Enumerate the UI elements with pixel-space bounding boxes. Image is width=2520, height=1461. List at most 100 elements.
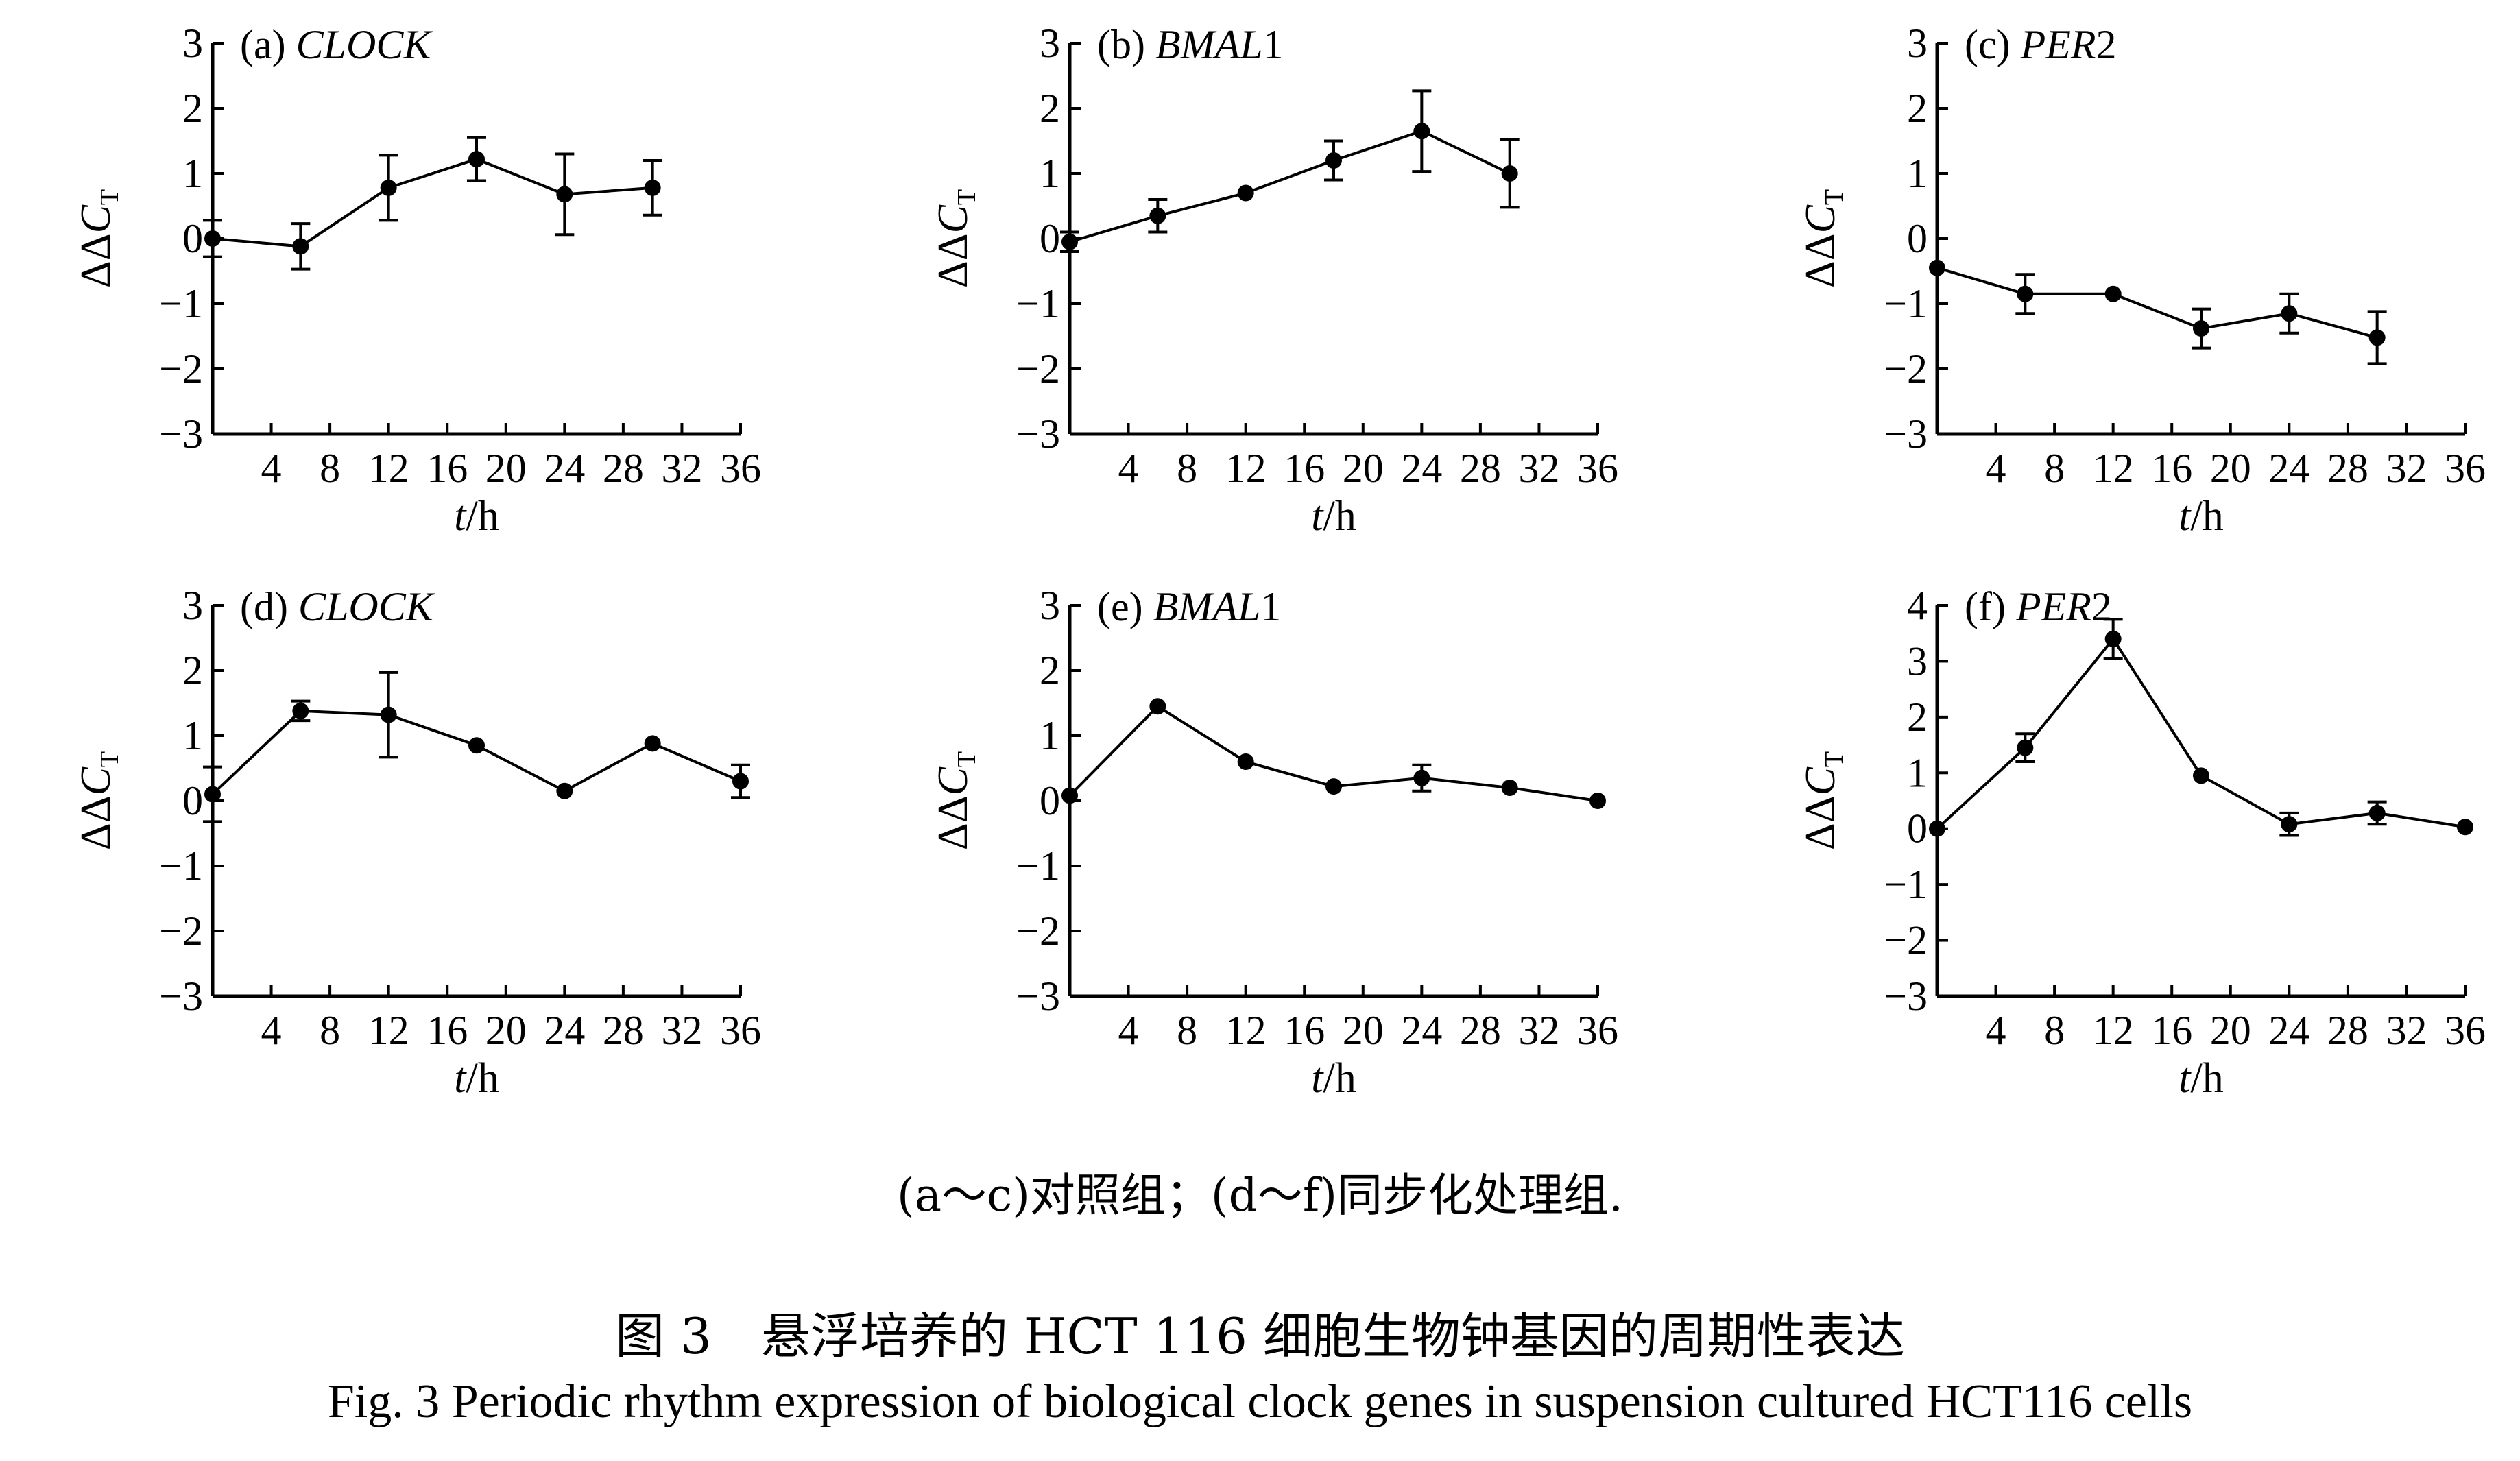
panel-gene-suffix: 2 bbox=[2091, 584, 2112, 629]
x-axis-title-unit: /h bbox=[466, 493, 499, 540]
x-tick-label: 32 bbox=[1518, 1008, 1559, 1053]
data-point bbox=[732, 773, 749, 790]
x-axis-title-unit: /h bbox=[1323, 493, 1356, 540]
y-axis-title-subscript: T bbox=[952, 189, 981, 205]
x-tick-label: 36 bbox=[1577, 1008, 1618, 1053]
data-point bbox=[1237, 753, 1254, 770]
y-axis-title: ΔΔCT bbox=[73, 751, 124, 850]
y-tick-label: −2 bbox=[1884, 918, 1928, 963]
y-tick-label: 0 bbox=[1907, 806, 1928, 852]
data-point bbox=[1929, 259, 1945, 276]
panel-gene: BMAL bbox=[1155, 22, 1263, 67]
y-axis-title-var: C bbox=[73, 204, 119, 233]
x-axis-title-var: t bbox=[1311, 1055, 1324, 1102]
x-tick-label: 12 bbox=[1225, 446, 1267, 491]
x-axis-title: t/h bbox=[1311, 1055, 1356, 1102]
y-tick-label: −3 bbox=[159, 974, 203, 1019]
y-tick-label: −2 bbox=[1884, 346, 1928, 391]
x-tick-label: 36 bbox=[2445, 446, 2486, 491]
x-axis-title-var: t bbox=[1311, 493, 1324, 540]
y-tick-label: 0 bbox=[1040, 216, 1060, 261]
y-axis-title-var: C bbox=[930, 204, 976, 233]
y-axis-title-subscript: T bbox=[952, 751, 981, 767]
x-tick-label: 24 bbox=[2268, 1008, 2309, 1053]
panel-gene: CLOCK bbox=[298, 584, 435, 629]
x-axis-title-var: t bbox=[2179, 1055, 2192, 1102]
x-tick-label: 16 bbox=[1284, 1008, 1325, 1053]
panel-gene: PER bbox=[2020, 22, 2096, 67]
figure-title-english: Fig. 3 Periodic rhythm expression of bio… bbox=[327, 1375, 2193, 1428]
x-axis-title-unit: /h bbox=[2191, 1055, 2224, 1102]
y-axis-title-subscript: T bbox=[95, 189, 124, 205]
x-tick-label: 8 bbox=[320, 1008, 340, 1053]
y-axis-title-main: ΔΔ bbox=[73, 233, 119, 288]
x-tick-label: 12 bbox=[2093, 1008, 2134, 1053]
series-line bbox=[1069, 130, 1511, 243]
x-axis-title-var: t bbox=[2179, 493, 2192, 540]
data-point bbox=[204, 786, 221, 803]
x-tick-label: 4 bbox=[1118, 446, 1139, 491]
x-tick-label: 28 bbox=[1460, 446, 1501, 491]
x-tick-label: 28 bbox=[1460, 1008, 1501, 1053]
y-tick-label: −1 bbox=[159, 281, 203, 326]
y-tick-label: −3 bbox=[1884, 974, 1928, 1019]
y-axis-title: ΔΔCT bbox=[930, 751, 981, 850]
data-point bbox=[1413, 123, 1430, 140]
panel-title: (d) CLOCK bbox=[240, 584, 435, 629]
y-axis-title: ΔΔCT bbox=[930, 189, 981, 288]
x-tick-label: 4 bbox=[1986, 446, 2006, 491]
y-axis-title: ΔΔCT bbox=[73, 189, 124, 288]
y-axis-title-subscript: T bbox=[1820, 751, 1849, 767]
y-tick-label: 3 bbox=[182, 21, 203, 66]
y-tick-label: −2 bbox=[1016, 346, 1060, 391]
x-tick-label: 8 bbox=[2044, 446, 2065, 491]
x-tick-label: 16 bbox=[427, 1008, 468, 1053]
x-axis-title-unit: /h bbox=[466, 1055, 499, 1102]
y-tick-label: 0 bbox=[1907, 216, 1928, 261]
y-tick-label: 2 bbox=[182, 648, 203, 693]
y-axis-title-subscript: T bbox=[95, 751, 124, 767]
x-axis-title: t/h bbox=[454, 1055, 499, 1102]
panel-id: (d) bbox=[240, 584, 298, 629]
x-tick-label: 24 bbox=[544, 446, 585, 491]
x-tick-label: 8 bbox=[1177, 1008, 1197, 1053]
series-line bbox=[212, 157, 653, 248]
y-axis-title-main: ΔΔ bbox=[930, 233, 976, 288]
data-point bbox=[1325, 152, 1342, 169]
y-tick-label: 2 bbox=[182, 86, 203, 131]
x-tick-label: 28 bbox=[2327, 1008, 2368, 1053]
y-tick-label: 1 bbox=[1907, 750, 1928, 795]
data-point bbox=[468, 737, 485, 754]
y-axis-title: ΔΔCT bbox=[1797, 751, 1849, 850]
x-tick-label: 20 bbox=[485, 1008, 527, 1053]
x-axis-title: t/h bbox=[2179, 493, 2223, 540]
panel-title: (c) PER2 bbox=[1965, 22, 2117, 67]
y-tick-label: −3 bbox=[1016, 411, 1060, 457]
x-tick-label: 32 bbox=[2386, 1008, 2427, 1053]
data-point bbox=[1149, 698, 1166, 715]
x-tick-label: 20 bbox=[1343, 446, 1384, 491]
series-line bbox=[1936, 266, 2378, 339]
figure-title-chinese: 图 3 悬浮培养的 HCT 116 细胞生物钟基因的周期性表达 bbox=[615, 1307, 1905, 1365]
x-tick-label: 32 bbox=[2386, 446, 2427, 491]
y-axis-title-var: C bbox=[73, 766, 119, 795]
x-tick-label: 4 bbox=[1118, 1008, 1139, 1053]
y-axis-title-subscript: T bbox=[1820, 189, 1849, 205]
panel-gene-suffix: 1 bbox=[1263, 22, 1284, 67]
panel-id: (a) bbox=[240, 22, 296, 67]
data-point bbox=[2104, 285, 2122, 302]
x-tick-label: 28 bbox=[603, 1008, 644, 1053]
y-tick-label: 2 bbox=[1040, 86, 1060, 131]
panel-id: (c) bbox=[1965, 22, 2021, 67]
x-axis-title: t/h bbox=[1311, 493, 1356, 540]
data-point bbox=[2193, 767, 2209, 784]
y-tick-label: 3 bbox=[1040, 21, 1060, 66]
x-tick-label: 4 bbox=[261, 1008, 282, 1053]
x-tick-label: 8 bbox=[320, 446, 340, 491]
x-tick-label: 36 bbox=[720, 446, 761, 491]
x-tick-label: 36 bbox=[1577, 446, 1618, 491]
